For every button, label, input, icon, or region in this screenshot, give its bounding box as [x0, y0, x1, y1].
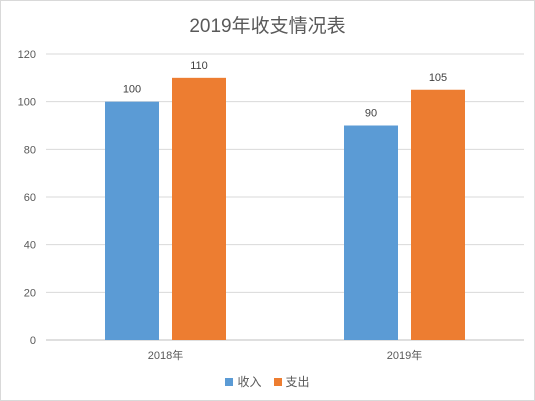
legend-swatch-expense	[273, 377, 282, 386]
y-tick-label-40: 40	[24, 240, 36, 252]
legend-item-expense: 支出	[273, 373, 310, 390]
y-tick-label-0: 0	[30, 335, 36, 347]
bar-expense-0	[172, 77, 226, 340]
bar-income-1	[344, 125, 398, 340]
x-tick-label-1: 2019年	[387, 348, 422, 362]
legend-label-income: 收入	[237, 375, 262, 389]
y-tick-label-100: 100	[18, 97, 36, 109]
y-tick-label-80: 80	[24, 144, 36, 156]
y-tick-label-60: 60	[24, 192, 36, 204]
data-label-expense-0: 110	[190, 60, 208, 72]
data-label-income-1: 90	[365, 108, 377, 120]
bar-income-0	[105, 101, 159, 341]
legend-swatch-income	[225, 377, 234, 386]
x-tick-label-0: 2018年	[148, 348, 183, 362]
chart-legend: 收入 支出	[1, 373, 534, 390]
y-tick-label-20: 20	[24, 287, 36, 299]
chart-title: 2019年收支情况表	[189, 16, 346, 37]
legend-item-income: 收入	[225, 373, 262, 390]
data-label-expense-1: 105	[429, 72, 447, 84]
y-tick-label-120: 120	[18, 49, 36, 61]
data-label-income-0: 100	[123, 84, 141, 96]
legend-label-expense: 支出	[285, 375, 310, 389]
bar-expense-1	[411, 89, 465, 340]
